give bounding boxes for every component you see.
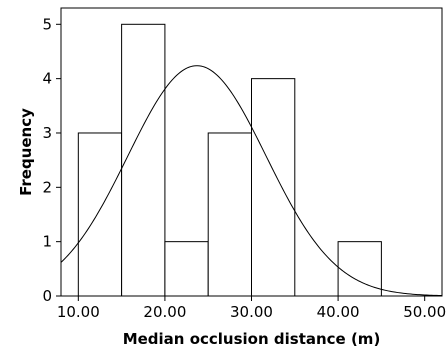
histogram-bar-2 — [164, 241, 209, 297]
y-tick-label-3: 3 — [42, 124, 52, 142]
y-tick-label-2: 2 — [42, 178, 52, 196]
histogram-bar-1 — [121, 23, 166, 297]
histogram-bar-4 — [251, 78, 296, 297]
y-tick-label-0: 0 — [42, 287, 52, 305]
y-axis: 0 1 2 3 4 5 — [42, 15, 61, 305]
y-axis-title: Frequency — [17, 108, 35, 196]
y-tick-label-4: 4 — [42, 70, 52, 88]
histogram-bar-0 — [77, 132, 123, 297]
x-tick-label-1: 20.00 — [143, 303, 186, 321]
x-tick-label-2: 30.00 — [230, 303, 273, 321]
x-tick-label-4: 50.00 — [403, 303, 446, 321]
x-tick-label-0: 10.00 — [57, 303, 100, 321]
histogram-bars — [77, 23, 382, 297]
x-axis-title: Median occlusion distance (m) — [123, 330, 381, 348]
normal-curve — [60, 65, 443, 297]
x-axis: 10.00 20.00 30.00 40.00 50.00 — [57, 296, 446, 321]
y-tick-label-5: 5 — [42, 15, 52, 33]
x-tick-label-3: 40.00 — [317, 303, 360, 321]
y-tick-label-1: 1 — [42, 233, 52, 251]
histogram-bar-3 — [207, 132, 252, 297]
